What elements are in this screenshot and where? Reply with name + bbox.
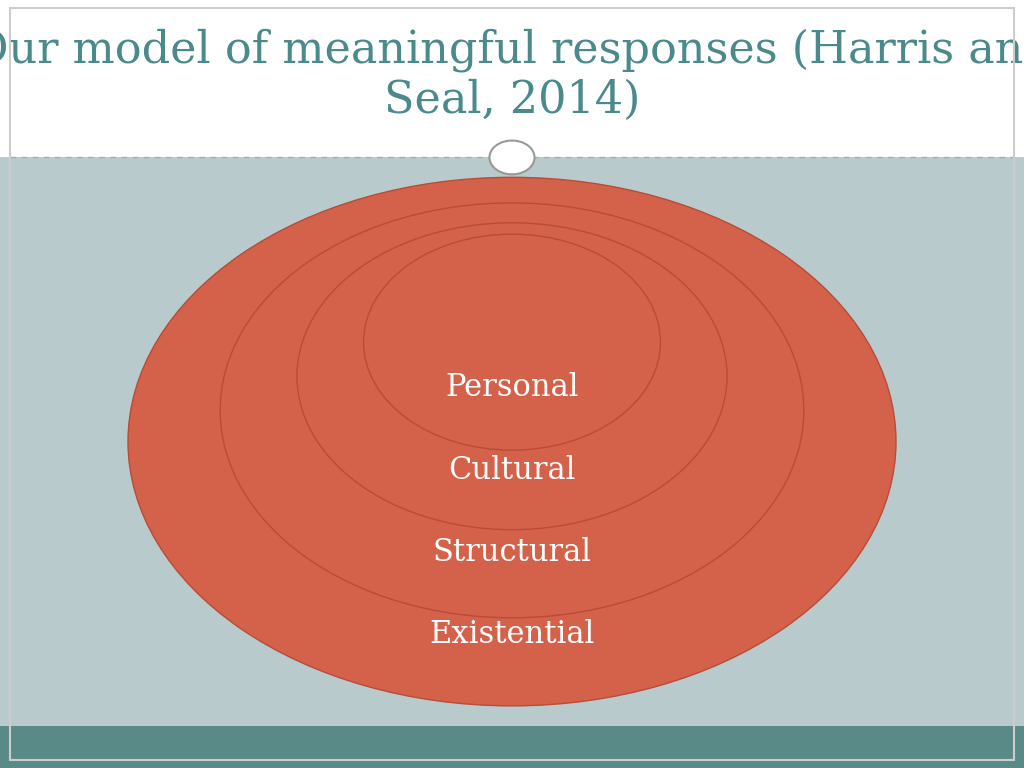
Text: Structural: Structural — [432, 537, 592, 568]
Text: Personal: Personal — [445, 372, 579, 403]
Ellipse shape — [128, 177, 896, 706]
Circle shape — [489, 141, 535, 174]
Ellipse shape — [297, 223, 727, 530]
Text: Cultural: Cultural — [449, 455, 575, 485]
Ellipse shape — [364, 234, 660, 450]
Bar — [0, 726, 1024, 768]
Bar — [0, 0, 1024, 157]
Text: Existential: Existential — [429, 619, 595, 650]
Bar — [0, 157, 1024, 726]
Ellipse shape — [220, 203, 804, 617]
Text: Our model of meaningful responses (Harris and
Seal, 2014): Our model of meaningful responses (Harri… — [0, 28, 1024, 121]
